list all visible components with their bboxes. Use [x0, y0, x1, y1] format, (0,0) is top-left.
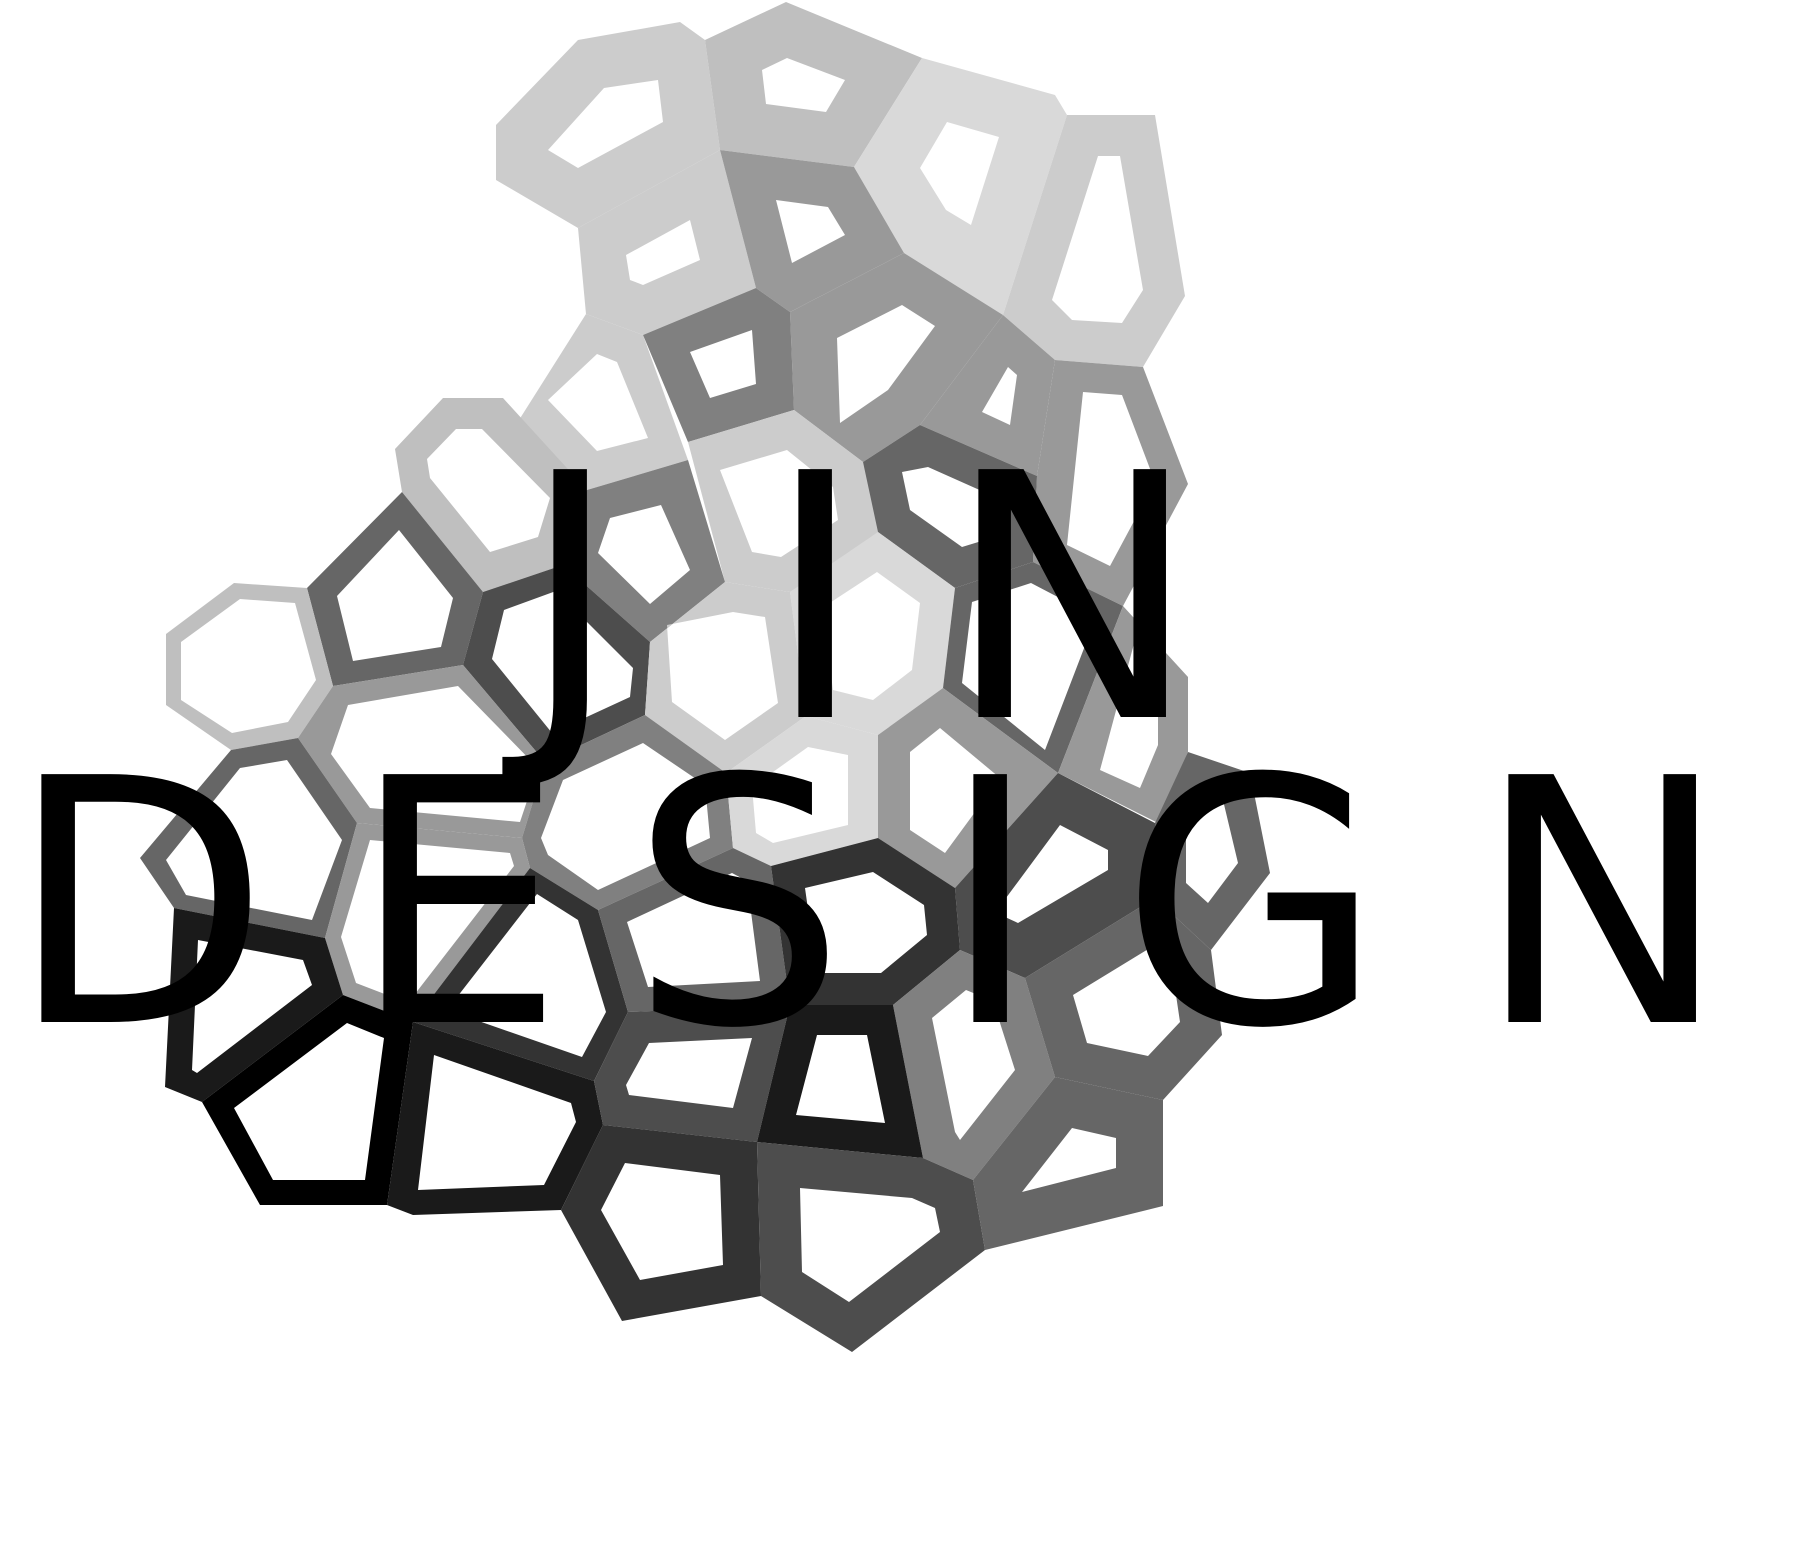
voronoi-cell: [395, 398, 587, 592]
voronoi-cell: [1003, 115, 1185, 367]
voronoi-cell: [720, 150, 904, 312]
voronoi-cell: [165, 908, 343, 1102]
voronoi-cell: [863, 425, 1037, 588]
logo-letter-j: J: [520, 402, 621, 798]
voronoi-cell: [387, 1022, 603, 1215]
voronoi-cell: [688, 410, 883, 592]
logo-letter-n: N: [945, 402, 1200, 798]
voronoi-cell: [578, 150, 756, 335]
voronoi-cell: [757, 1142, 985, 1352]
voronoi-cell: [202, 995, 413, 1205]
voronoi-cell: [878, 688, 1058, 888]
voronoi-cell: [519, 314, 688, 490]
logo-letter-d: D: [8, 707, 270, 1103]
voronoi-cell: [463, 565, 650, 762]
voronoi-cell: [594, 1005, 790, 1142]
voronoi-cell: [771, 838, 960, 1005]
voronoi-cell: [726, 716, 878, 866]
voronoi-cell: [1058, 606, 1188, 823]
voronoi-cell: [973, 1077, 1163, 1250]
voronoi-cell: [563, 460, 725, 642]
voronoi-cell: [1155, 752, 1270, 950]
voronoi-cell: [757, 1005, 923, 1158]
voronoi-cell: [643, 288, 794, 442]
voronoi-cell-pattern: [140, 2, 1270, 1352]
logo-letter-g: G: [1120, 707, 1384, 1103]
voronoi-cell: [325, 823, 530, 1022]
logo-letter-e: E: [350, 707, 565, 1103]
voronoi-cell: [854, 58, 1067, 315]
voronoi-cell: [943, 562, 1123, 773]
voronoi-cell: [413, 868, 628, 1081]
voronoi-cell: [307, 492, 483, 686]
voronoi-cell: [790, 253, 1003, 462]
voronoi-cell: [522, 715, 733, 910]
voronoi-cell: [598, 848, 790, 1012]
voronoi-cell: [920, 315, 1055, 476]
voronoi-cell: [140, 738, 357, 938]
voronoi-cell: [298, 665, 545, 838]
logo-letter-i: I: [765, 402, 866, 798]
voronoi-cell: [955, 773, 1155, 978]
voronoi-cell: [561, 1125, 761, 1321]
voronoi-cell: [790, 532, 955, 735]
logo-letter-i2: I: [940, 707, 1041, 1103]
voronoi-cell: [1033, 360, 1188, 606]
voronoi-cell: [1025, 898, 1222, 1100]
voronoi-cell: [893, 950, 1055, 1180]
voronoi-cell: [705, 2, 922, 167]
logo-letter-s: S: [630, 707, 846, 1103]
voronoi-cell: [496, 22, 720, 228]
voronoi-cell: [645, 582, 806, 773]
logo-letter-n2: N: [1475, 707, 1730, 1103]
